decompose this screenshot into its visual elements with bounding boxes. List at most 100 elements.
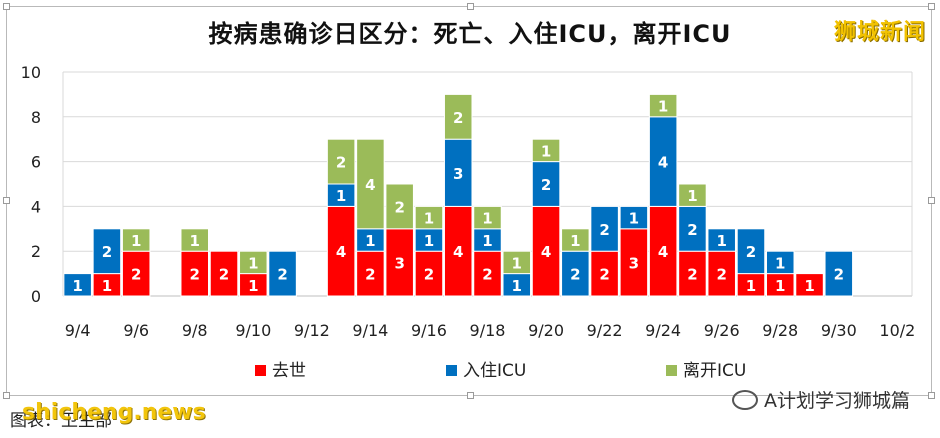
data-label: 2 (277, 266, 287, 284)
data-label: 1 (131, 232, 141, 250)
data-label: 4 (336, 243, 346, 261)
data-label: 3 (453, 165, 463, 183)
bar-segment (443, 93, 473, 140)
data-label: 2 (102, 243, 112, 261)
bar-segment (736, 228, 766, 275)
data-label: 1 (775, 277, 785, 295)
bar-segment (619, 205, 649, 230)
bar-segment (531, 138, 561, 163)
data-label: 2 (716, 266, 726, 284)
data-label: 1 (482, 232, 492, 250)
bar-segment (795, 273, 824, 297)
bar-segment (648, 116, 678, 207)
data-label: 1 (336, 187, 346, 205)
data-label: 2 (219, 266, 229, 284)
data-label: 1 (804, 277, 814, 295)
x-tick-label: 9/6 (123, 321, 149, 340)
data-label: 1 (424, 232, 434, 250)
legend: 去世 入住ICU 离开ICU (255, 361, 746, 381)
data-labels: 1 1 2 2 1 2 1 2 1 1 2 4 1 2 2 1 4 3 2 2 1 1 4 3 2 2 1 1 1 1 4 2 1 2 1 2 2 3 1 4… (72, 98, 844, 295)
x-tick-label: 9/4 (65, 321, 91, 340)
data-label: 1 (248, 254, 258, 272)
legend-swatch (666, 365, 677, 376)
resize-handle-bm[interactable] (467, 392, 474, 399)
resize-handle-bl[interactable] (3, 392, 10, 399)
source-watermark: shicheng.news (22, 400, 206, 425)
wechat-account[interactable]: A计划学习狮城篇 (732, 386, 910, 413)
bar-segment (473, 250, 502, 297)
resize-handle-tr[interactable] (928, 3, 935, 10)
data-label: 2 (599, 266, 609, 284)
y-tick-label: 2 (31, 242, 41, 261)
data-label: 1 (72, 277, 82, 295)
x-tick-label: 9/12 (294, 321, 330, 340)
resize-handle-tl[interactable] (3, 3, 10, 10)
bar-segment (765, 250, 795, 275)
data-label: 1 (424, 210, 434, 228)
bar-segment (356, 138, 385, 230)
data-label: 2 (834, 266, 844, 284)
data-label: 1 (746, 277, 756, 295)
bar-segment (326, 205, 356, 297)
data-label: 2 (482, 266, 492, 284)
bar-segment (590, 250, 619, 297)
source-caption: 图表：卫生部 (10, 411, 112, 431)
data-label: 1 (658, 98, 668, 116)
data-label: 3 (394, 254, 404, 272)
footer: 图表：卫生部 shicheng.news A计划学习狮城篇 (0, 389, 940, 438)
bar-segment (92, 228, 122, 275)
y-tick-label: 4 (31, 197, 41, 216)
legend-label: 去世 (272, 361, 306, 381)
resize-handle-mr[interactable] (928, 197, 935, 204)
data-label: 2 (687, 221, 697, 239)
legend-label: 离开ICU (683, 361, 746, 381)
bar-segment (531, 161, 561, 207)
bar-segment (356, 250, 385, 297)
data-label: 1 (512, 277, 522, 295)
bar-segment (209, 250, 239, 297)
bar-segment (648, 93, 678, 118)
bar-segment (648, 205, 678, 297)
bar-segment (326, 138, 356, 185)
data-label: 4 (658, 154, 668, 172)
y-tick-label: 0 (31, 287, 41, 306)
legend-swatch (446, 365, 457, 376)
bar-segment (824, 250, 854, 297)
resize-handle-br[interactable] (928, 392, 935, 399)
data-label: 2 (541, 176, 551, 194)
data-label: 2 (687, 266, 697, 284)
y-tick-label: 10 (21, 63, 41, 82)
data-label: 2 (190, 266, 200, 284)
bar-segment (180, 250, 210, 297)
bar-segment (531, 205, 561, 297)
bar-segment (121, 228, 151, 252)
bar-segment (414, 250, 444, 297)
bar-segment (707, 228, 736, 252)
bar-segment (414, 205, 444, 230)
wechat-account-name: A计划学习狮城篇 (764, 390, 910, 412)
bar-segment (619, 228, 649, 297)
bar-segment (63, 273, 92, 297)
bar-segment (561, 228, 590, 252)
x-tick-label: 9/16 (411, 321, 447, 340)
x-tick-label: 9/8 (182, 321, 208, 340)
data-label: 4 (365, 176, 375, 194)
data-label: 1 (190, 232, 200, 250)
x-tick-label: 9/26 (704, 321, 740, 340)
data-label: 1 (541, 142, 551, 160)
data-label: 2 (131, 266, 141, 284)
x-tick-label: 9/28 (762, 321, 798, 340)
resize-handle-ml[interactable] (3, 197, 10, 204)
x-tick-label: 9/20 (528, 321, 564, 340)
data-label: 2 (394, 198, 404, 216)
resize-handle-tm[interactable] (467, 3, 474, 10)
data-label: 2 (453, 109, 463, 127)
bar-segment (590, 205, 619, 252)
data-label: 1 (775, 254, 785, 272)
data-label: 4 (658, 243, 668, 261)
bar-segment (443, 205, 473, 297)
data-label: 2 (570, 266, 580, 284)
data-label: 1 (512, 254, 522, 272)
data-label: 1 (482, 210, 492, 228)
